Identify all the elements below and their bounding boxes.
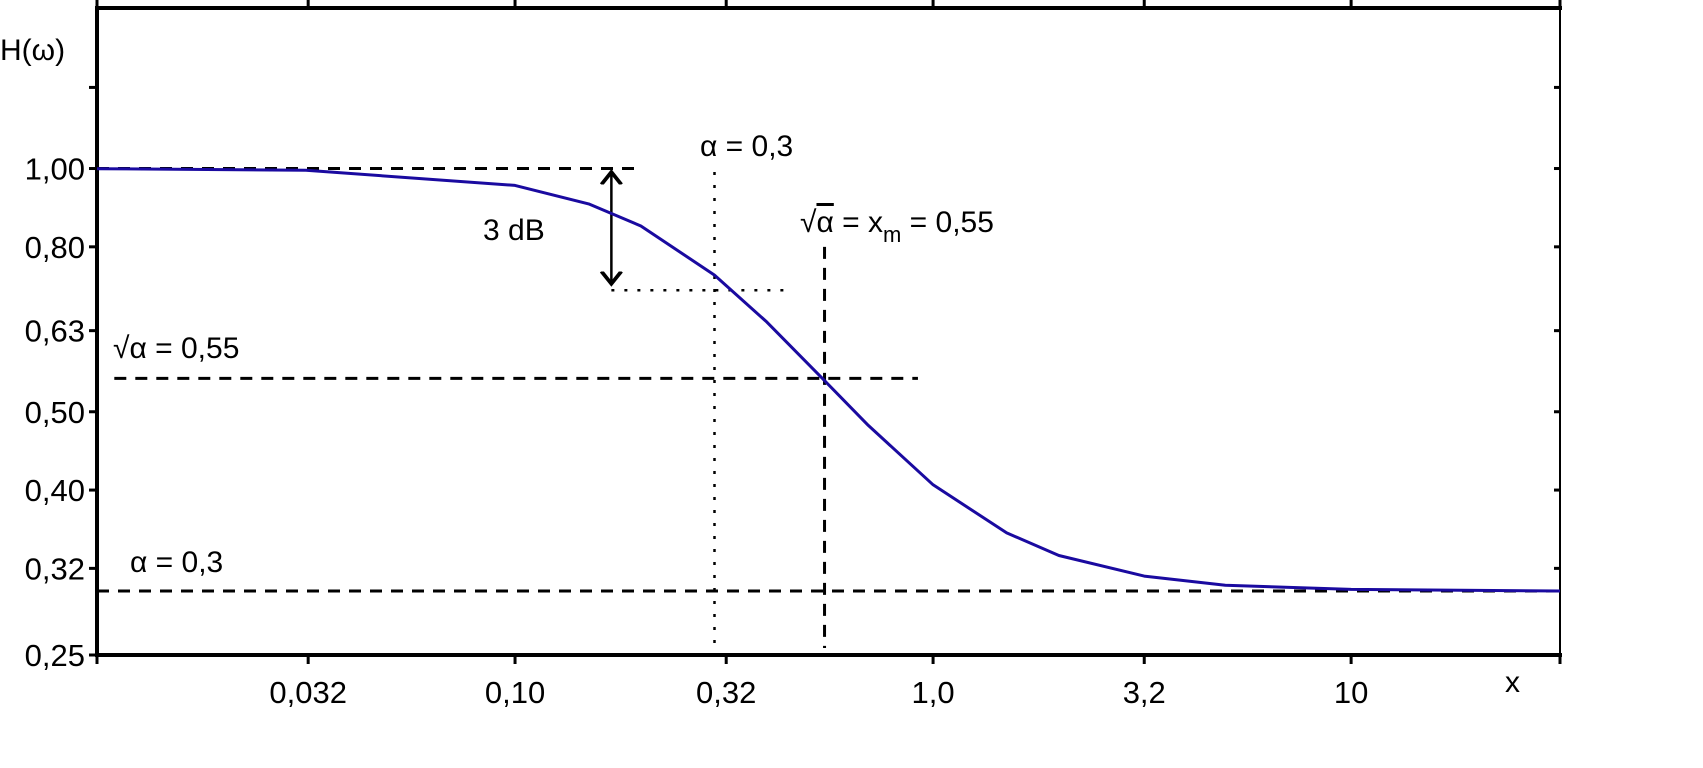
value: = 0,55 <box>901 206 994 239</box>
y-tick-label: 0,32 <box>25 551 85 586</box>
sqrt-alpha-left-annotation: √α = 0,55 <box>113 332 239 365</box>
y-tick-label: 0,50 <box>25 395 85 430</box>
alpha-symbol: α <box>816 206 833 239</box>
3db-label: 3 dB <box>483 214 545 247</box>
series-line-h-omega <box>96 167 1561 593</box>
sqrt-symbol: √ <box>113 332 130 365</box>
alpha-symbol: α <box>129 332 146 365</box>
x-tick-label: 0,10 <box>485 675 545 710</box>
y-axis-label: H(ω) <box>0 34 65 67</box>
sqrt-alpha-xm-annotation: √α = xm = 0,55 <box>800 206 994 247</box>
y-tick-label: 0,40 <box>25 473 85 508</box>
x-axis-label: x <box>1505 666 1520 699</box>
x-tick-label: 10 <box>1334 675 1368 710</box>
eq-x: = x <box>834 206 883 239</box>
alpha-top-annotation: α = 0,3 <box>700 130 793 163</box>
y-tick-label: 1,00 <box>25 152 85 187</box>
sqrt-symbol: √ <box>800 206 817 239</box>
alpha-left-annotation: α = 0,3 <box>130 546 223 579</box>
x-tick-label: 0,32 <box>696 675 756 710</box>
x-tick-label: 0,032 <box>269 675 347 710</box>
y-tick-label: 0,63 <box>25 314 85 349</box>
y-tick-label: 0,80 <box>25 230 85 265</box>
x-tick-label: 1,0 <box>912 675 955 710</box>
subscript-m: m <box>883 222 901 247</box>
value: = 0,55 <box>147 332 240 365</box>
x-tick-label: 3,2 <box>1123 675 1166 710</box>
y-tick-label: 0,25 <box>25 638 85 673</box>
